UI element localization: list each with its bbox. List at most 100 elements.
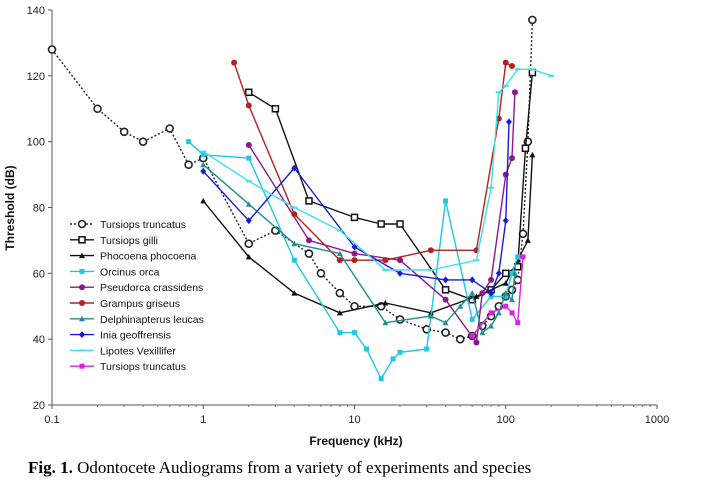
data-point [469, 333, 475, 339]
data-point [424, 346, 430, 352]
series-line [202, 154, 534, 314]
data-point [291, 290, 298, 296]
series-2 [200, 151, 536, 316]
data-point [488, 323, 495, 329]
legend-item: Tursiops gilli [70, 235, 158, 247]
data-point [427, 247, 434, 254]
legend-label: Inia geoffrensis [100, 330, 171, 342]
y-tick-label: 120 [27, 71, 45, 83]
series-1 [245, 68, 537, 304]
data-point [304, 249, 314, 258]
data-point [520, 254, 526, 260]
data-point [509, 310, 515, 316]
data-point [473, 259, 480, 262]
data-point [200, 150, 207, 153]
data-point [363, 346, 369, 352]
data-point [427, 269, 434, 272]
y-tick-label: 20 [33, 400, 45, 412]
data-point [505, 118, 512, 126]
data-point [457, 303, 464, 309]
series-line [248, 72, 534, 301]
legend-marker [77, 219, 87, 229]
data-point [495, 269, 502, 277]
legend-label: Pseudorca crassidens [100, 282, 203, 294]
data-point [529, 151, 536, 158]
data-point [455, 334, 465, 344]
data-point [488, 186, 495, 189]
legend-marker [79, 349, 85, 352]
data-point [503, 293, 509, 299]
data-point [502, 269, 510, 278]
data-point [382, 269, 389, 272]
y-tick-label: 100 [27, 137, 45, 149]
legend-label: Lipotes Vexillifer [100, 345, 176, 357]
legend-marker [79, 315, 85, 322]
data-point [245, 180, 252, 183]
series-line [471, 256, 524, 337]
data-point [184, 160, 193, 170]
data-point [336, 257, 343, 264]
legend-marker [79, 284, 85, 291]
legend: Tursiops truncatus Tursiops gilli Phocoena… [70, 219, 204, 373]
series-3 [186, 139, 521, 382]
data-point [335, 288, 345, 298]
data-point [396, 220, 404, 228]
data-point [352, 330, 357, 336]
legend-label: Phocoena phocoena [100, 251, 196, 263]
data-point [441, 286, 450, 294]
data-point [350, 213, 359, 222]
data-point [503, 303, 509, 309]
data-point [138, 137, 148, 146]
data-point [397, 349, 403, 355]
data-point [473, 339, 480, 346]
data-point [93, 104, 102, 114]
data-point [382, 299, 389, 306]
data-point [397, 257, 404, 264]
data-point [524, 237, 531, 243]
data-point [511, 89, 518, 96]
x-tick-label: 1000 [645, 414, 669, 426]
data-point [382, 319, 389, 326]
legend-item: Lipotes Vexillifer [70, 345, 176, 357]
legend-marker [79, 300, 85, 306]
legend-item: Delphinapterus leucas [70, 314, 204, 326]
data-point [316, 269, 326, 278]
legend-label: Orcinus orca [100, 266, 160, 278]
legend-item: Tursiops truncatus [70, 361, 186, 373]
data-point [502, 280, 509, 286]
data-point [442, 296, 449, 303]
data-point [119, 127, 129, 137]
data-point [377, 220, 385, 228]
y-tick-label: 40 [33, 334, 45, 346]
data-point [378, 376, 384, 382]
data-point [495, 309, 502, 316]
data-point [495, 91, 502, 94]
data-point [502, 217, 509, 225]
y-tick-label: 80 [33, 203, 45, 215]
data-point [231, 59, 238, 66]
series-6 [200, 161, 518, 336]
data-point [305, 197, 313, 205]
data-point [442, 276, 449, 284]
data-point [165, 124, 174, 133]
data-point [528, 15, 537, 25]
data-point [443, 198, 449, 204]
series-line [202, 68, 552, 271]
data-point [509, 270, 515, 276]
data-point [507, 285, 517, 295]
data-point [200, 161, 207, 168]
data-point [479, 329, 486, 336]
data-point [245, 141, 252, 148]
data-point [479, 290, 486, 297]
data-point [548, 74, 555, 77]
legend-label: Tursiops truncatus [100, 361, 186, 373]
series-5 [231, 59, 516, 264]
caption-text: Odontocete Audiograms from a variety of … [77, 458, 532, 477]
legend-label: Tursiops gilli [100, 235, 158, 247]
series-9 [469, 254, 526, 339]
data-point [245, 88, 253, 97]
data-point [521, 144, 530, 152]
legend-marker [79, 363, 85, 369]
legend-item: Tursiops truncatus [70, 219, 186, 231]
data-point [271, 105, 280, 113]
